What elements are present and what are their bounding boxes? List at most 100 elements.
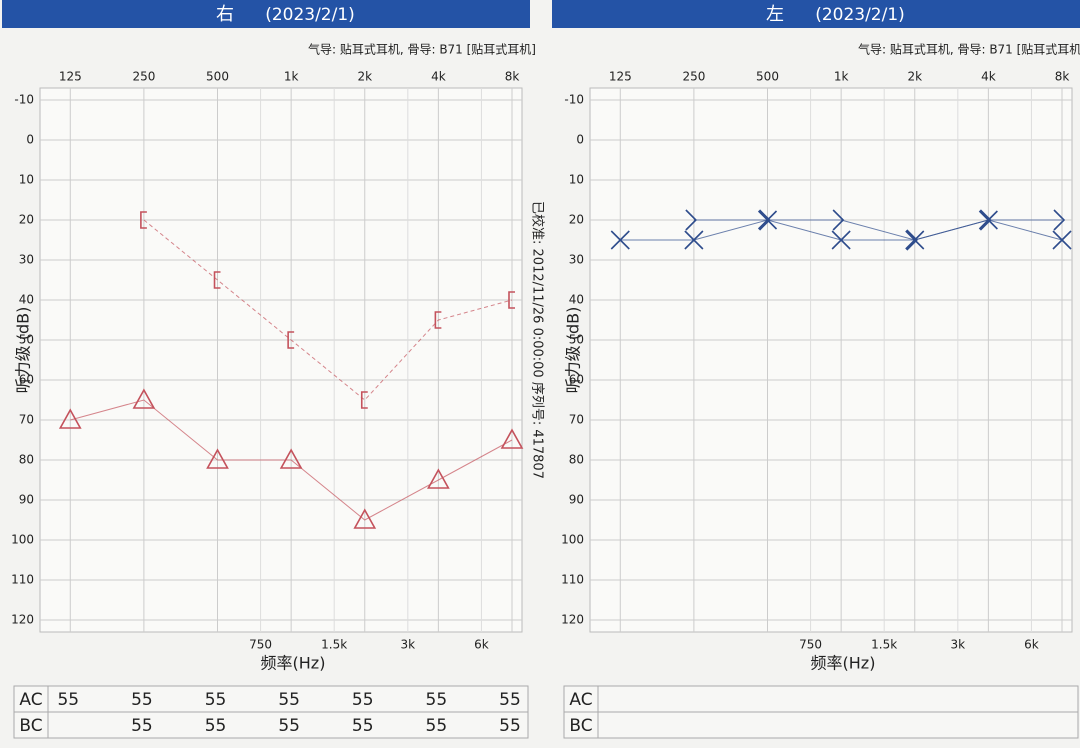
x-minor-tick-label: 3k [951,638,966,652]
y-axis-label: 听力级 (dB) [14,307,33,394]
title-ear: 左 [766,4,784,25]
table-row [13,685,529,713]
x-axis-label: 频率(Hz) [261,654,326,673]
x-tick-label: 4k [431,70,446,84]
table-cell: 55 [426,690,448,710]
header-bar [552,0,1080,28]
table-cell: 55 [499,716,521,736]
data-marker [979,209,992,231]
y-tick-label: 100 [11,533,34,547]
x-tick-label: 8k [1055,70,1070,84]
plot-area [39,87,523,633]
table-row [13,711,529,739]
table-cell: 55 [57,690,79,710]
x-tick-label: 125 [59,70,82,84]
table-row-label: BC [569,716,592,736]
data-marker [831,230,851,250]
y-tick-label: 40 [19,293,34,307]
y-tick-label: 60 [19,373,34,387]
subtitle: 气导: 贴耳式耳机, 骨导: B71 [贴耳式耳机] [308,42,536,57]
y-tick-label: 50 [19,333,34,347]
x-tick-label: 8k [505,70,520,84]
y-tick-label: 70 [19,413,34,427]
data-marker [508,291,515,309]
data-marker [206,448,229,469]
y-axis-label: 听力级 (dB) [564,307,583,394]
y-tick-label: -10 [14,93,34,107]
x-axis-label: 频率(Hz) [811,654,876,673]
x-minor-tick-label: 6k [1024,638,1039,652]
data-marker [500,428,524,449]
x-minor-tick-label: 750 [799,638,822,652]
x-tick-label: 4k [981,70,996,84]
data-marker [832,209,845,231]
table-cell: 55 [352,716,374,736]
data-marker [427,468,450,489]
y-tick-label: 40 [569,293,584,307]
data-marker [906,229,918,251]
data-marker [1053,209,1066,231]
data-marker [140,211,147,229]
subtitle: 气导: 贴耳式耳机, 骨导: B71 [贴耳式耳机] [858,42,1080,57]
x-minor-tick-label: 1.5k [321,638,347,652]
x-tick-label: 250 [682,70,705,84]
data-marker [132,388,156,409]
y-tick-label: 90 [19,493,34,507]
y-tick-label: 30 [19,253,34,267]
y-tick-label: 110 [11,573,34,587]
table-cell: 55 [205,716,227,736]
y-tick-label: 10 [19,173,34,187]
data-marker [684,230,704,250]
y-tick-label: 70 [569,413,584,427]
y-tick-label: 120 [11,613,34,627]
title-date: (2023/2/1) [815,5,905,25]
table-row-label: AC [19,690,42,710]
x-minor-tick-label: 6k [474,638,489,652]
x-tick-label: 2k [907,70,922,84]
x-minor-tick-label: 3k [401,638,416,652]
y-tick-label: 80 [569,453,584,467]
table-cell: 55 [131,716,153,736]
table-row-label: BC [19,716,42,736]
data-marker [610,230,630,250]
plot-area [589,87,1073,633]
data-marker [685,209,698,231]
table-cell: 55 [205,690,227,710]
data-marker [213,271,221,289]
table-cell: 55 [426,716,448,736]
y-tick-label: 90 [569,493,584,507]
table-row-label: AC [569,690,592,710]
y-tick-label: -10 [564,93,584,107]
y-tick-label: 20 [569,213,584,227]
data-marker [758,209,771,231]
data-marker [1052,230,1072,250]
table-cell: 55 [278,690,300,710]
x-tick-label: 2k [357,70,372,84]
table-cell: 55 [499,690,521,710]
data-marker [58,408,82,429]
series-line [143,219,513,401]
x-tick-label: 1k [834,70,849,84]
table-row [563,685,1079,713]
title-date: (2023/2/1) [265,5,355,25]
table-cell: 55 [131,690,153,710]
y-tick-label: 10 [569,173,584,187]
x-minor-tick-label: 1.5k [871,638,897,652]
table-cell: 55 [352,690,374,710]
table-cell: 55 [278,716,300,736]
y-tick-label: 110 [561,573,584,587]
table-row [563,711,1079,739]
y-tick-label: 100 [561,533,584,547]
x-tick-label: 125 [609,70,632,84]
series-line [70,399,513,521]
data-marker [434,311,442,329]
y-tick-label: 120 [561,613,584,627]
y-tick-label: 80 [19,453,34,467]
x-tick-label: 1k [284,70,299,84]
data-marker [279,448,303,469]
y-tick-label: 0 [26,133,34,147]
y-tick-label: 60 [569,373,584,387]
data-marker [353,508,377,529]
data-marker [287,331,295,349]
